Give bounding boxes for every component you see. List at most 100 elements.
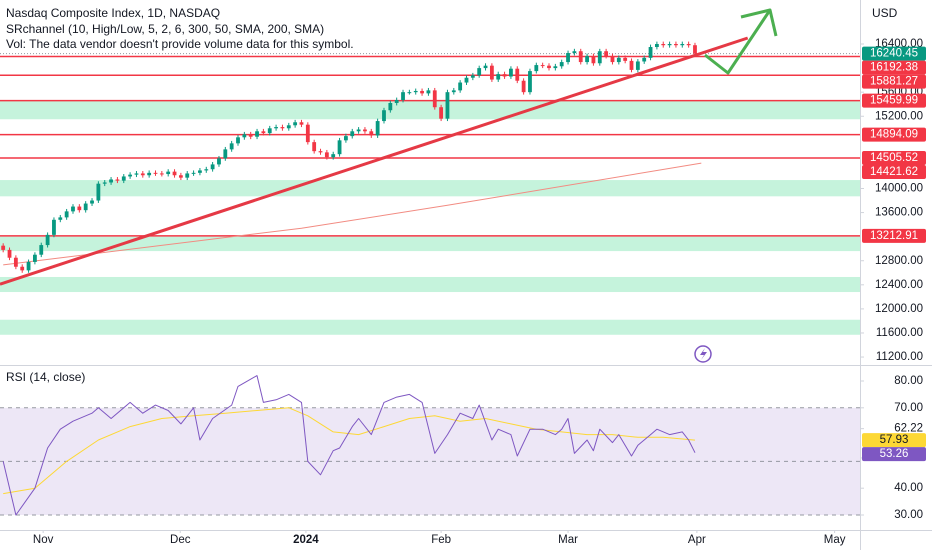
candle-body — [470, 75, 475, 78]
candle-body — [547, 65, 551, 69]
candle-body — [426, 90, 431, 94]
candle-body — [642, 57, 647, 62]
candle-body — [96, 183, 101, 201]
candle-body — [223, 149, 228, 159]
candle-body — [140, 173, 145, 176]
candle-body — [280, 127, 285, 129]
y-tick-label: 12000.00 — [875, 303, 923, 315]
level-label: 14894.09 — [870, 129, 918, 141]
candle-body — [274, 127, 278, 129]
candle-body — [337, 140, 342, 155]
rsi-pane — [0, 375, 860, 516]
candle-body — [115, 179, 120, 181]
arrow-annotation — [704, 9, 772, 75]
sma-label-bg — [862, 165, 926, 180]
candle-body — [198, 170, 202, 173]
candle-body — [489, 65, 494, 80]
x-tick-label: Nov — [33, 534, 54, 546]
candle-body — [439, 107, 444, 119]
candle-body — [90, 200, 94, 204]
candle-body — [312, 142, 317, 152]
y-tick-label: 12400.00 — [875, 279, 923, 291]
candle-body — [331, 154, 336, 158]
level-label-bg — [862, 60, 926, 75]
candle-body — [166, 171, 171, 175]
candle-body — [686, 44, 691, 46]
rsi-line — [2, 375, 696, 516]
candle-body — [509, 68, 513, 77]
sr-zone — [0, 276, 860, 293]
candle-body — [648, 47, 653, 58]
candle-body — [502, 74, 507, 77]
candle-body — [661, 44, 666, 46]
x-tick-label: Feb — [431, 534, 451, 546]
candle-body — [13, 257, 18, 267]
candle-body — [680, 44, 685, 46]
candle-body — [528, 71, 532, 93]
candle-body — [305, 124, 310, 143]
candle-body — [191, 172, 196, 174]
last-price-label-bg — [862, 46, 926, 61]
rsi-ma-label-bg — [862, 433, 926, 448]
candle-body — [242, 134, 247, 138]
level-label: 13212.91 — [870, 230, 918, 242]
candle-body — [566, 53, 570, 63]
x-tick-label: May — [824, 534, 846, 546]
rsi-tick-label: 62.22 — [894, 423, 923, 435]
rsi-band — [0, 407, 860, 515]
candle-body — [693, 45, 697, 54]
candle-body — [52, 219, 56, 235]
candle-body — [134, 173, 139, 175]
price-pane — [0, 36, 860, 335]
candle-body — [185, 173, 190, 178]
level-label-bg — [862, 228, 926, 243]
candle-body — [553, 66, 558, 69]
x-tick-label: Dec — [170, 534, 191, 546]
candle-body — [109, 179, 113, 183]
candle-body — [496, 74, 501, 80]
candle-body — [159, 173, 164, 175]
candle-body — [229, 143, 234, 150]
candle-body — [464, 77, 469, 83]
level-label: 16192.38 — [870, 62, 918, 74]
candle-body — [128, 174, 133, 177]
candle-body — [64, 211, 69, 218]
candle-body — [363, 129, 367, 132]
candle-body — [1, 245, 6, 250]
arrow-head — [740, 8, 778, 37]
y-tick-label: 13600.00 — [875, 207, 923, 219]
y-tick-label: 11200.00 — [876, 351, 923, 363]
candle-body — [248, 134, 253, 137]
candle-body — [667, 44, 672, 46]
sma-line — [3, 162, 702, 266]
candle-body — [153, 172, 158, 174]
candle-body — [629, 60, 634, 70]
candle-body — [407, 92, 412, 94]
candle-body — [83, 203, 88, 211]
candle-body — [597, 51, 602, 64]
candle-body — [20, 266, 25, 271]
candle-body — [635, 61, 640, 70]
last-price-label: 16240.45 — [870, 48, 918, 60]
candle-body — [77, 206, 82, 211]
candle-body — [591, 56, 596, 64]
candle-body — [623, 57, 628, 61]
event-icon-bolt — [700, 348, 707, 360]
candle-body — [382, 110, 386, 122]
candle-body — [483, 65, 488, 69]
level-label: 15881.27 — [870, 76, 918, 88]
axes: 16400.0015600.0015200.0014000.0013600.00… — [33, 38, 926, 546]
volume-note: Vol: The data vendor doesn't provide vol… — [6, 37, 354, 51]
level-label: 15459.99 — [870, 95, 918, 107]
candle-body — [121, 176, 126, 181]
candle-body — [458, 82, 463, 91]
candle-body — [39, 245, 44, 255]
candle-body — [559, 62, 564, 67]
rsi-label-bg — [862, 447, 926, 462]
y-tick-label: 11600.00 — [876, 327, 923, 339]
candle-body — [293, 122, 298, 126]
candle-body — [477, 68, 482, 76]
level-label-bg — [862, 127, 926, 142]
rsi-tick-label: 40.00 — [894, 482, 923, 494]
